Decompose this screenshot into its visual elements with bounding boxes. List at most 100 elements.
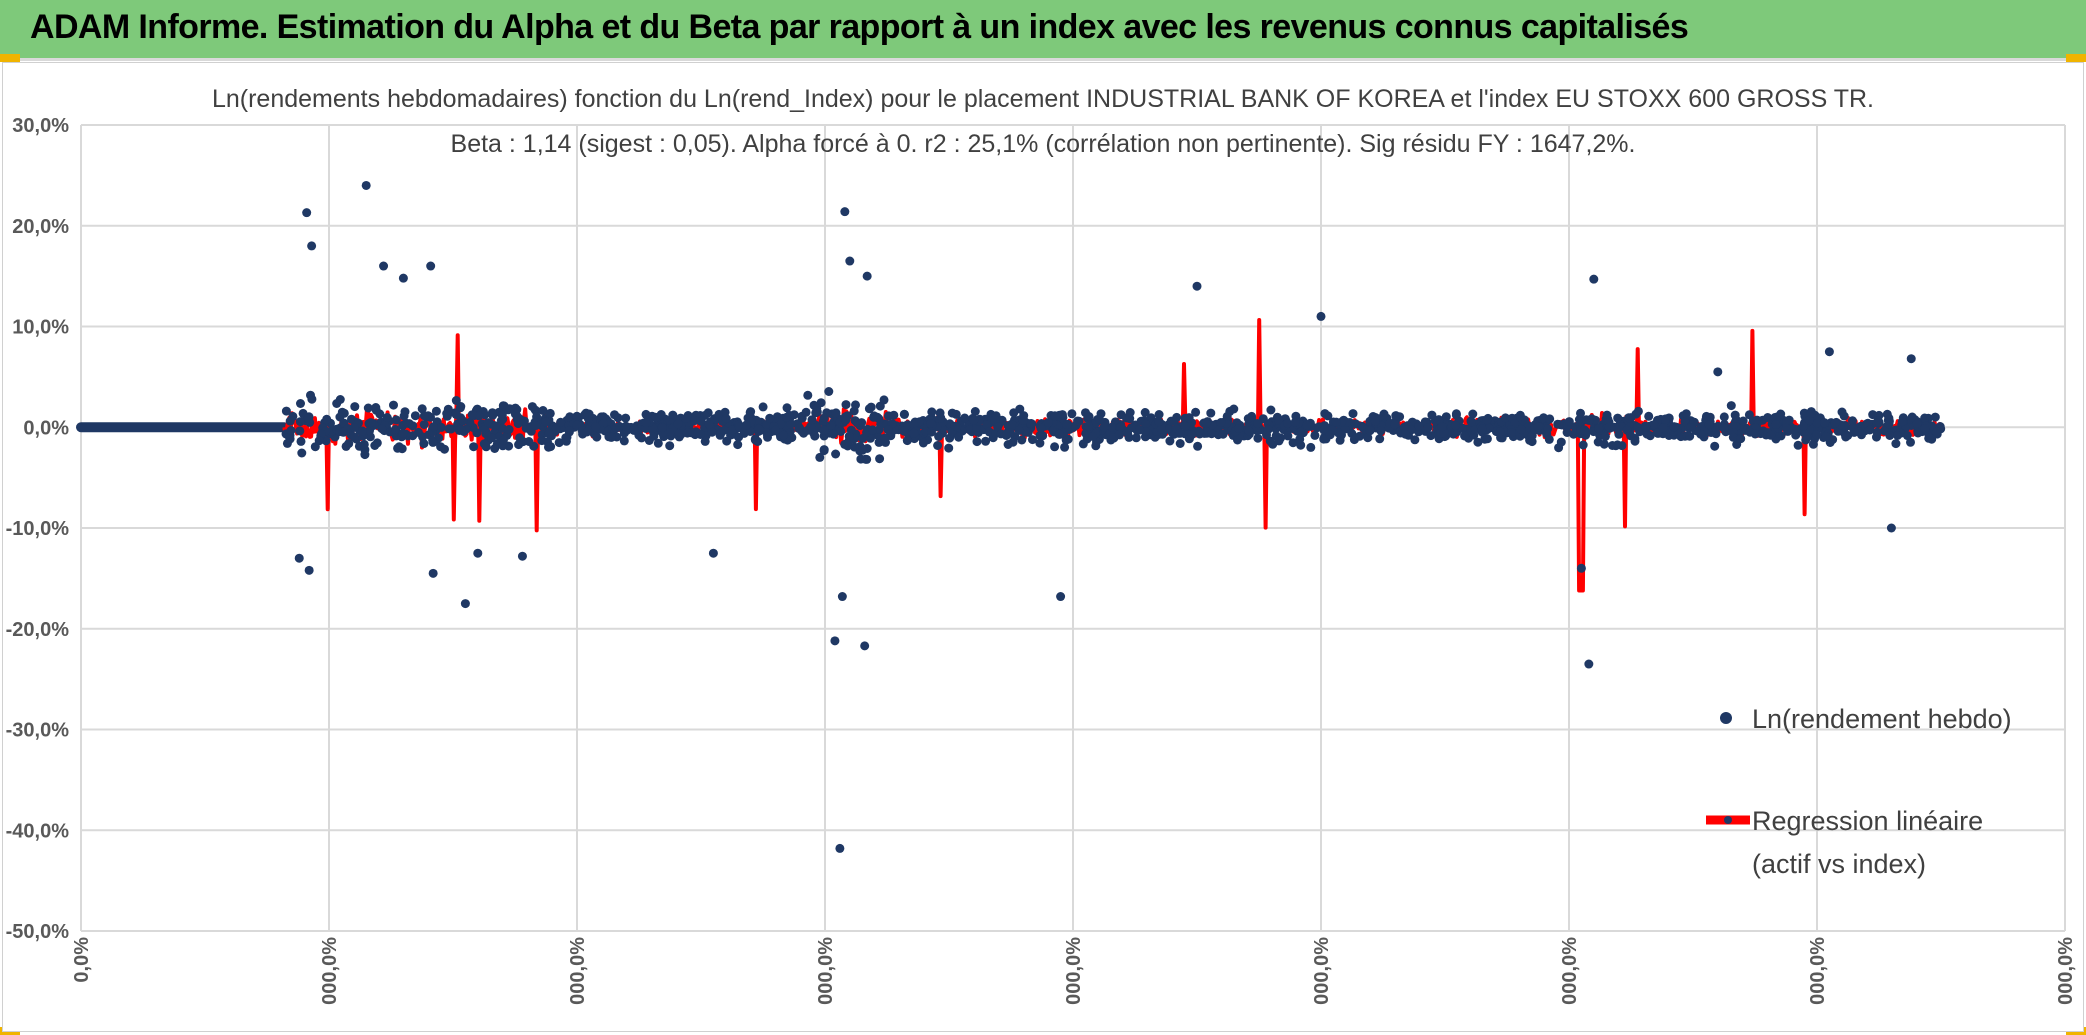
data-point bbox=[295, 417, 305, 427]
data-point bbox=[1175, 439, 1185, 448]
x-tick-label: 000,0% bbox=[2055, 937, 2077, 1005]
data-point bbox=[1686, 423, 1696, 432]
data-point bbox=[377, 424, 387, 434]
data-point bbox=[1913, 428, 1923, 438]
data-point bbox=[398, 420, 408, 430]
data-point bbox=[1902, 431, 1912, 440]
data-point bbox=[1841, 432, 1851, 442]
data-point bbox=[1050, 411, 1060, 421]
data-point bbox=[1886, 523, 1896, 533]
data-point bbox=[944, 443, 954, 453]
data-point bbox=[1302, 420, 1312, 430]
data-point bbox=[418, 432, 428, 442]
data-point bbox=[455, 403, 465, 413]
data-point bbox=[1897, 417, 1907, 427]
data-point bbox=[370, 441, 380, 450]
data-point bbox=[1073, 416, 1083, 426]
data-point bbox=[1610, 422, 1620, 432]
regression-layer bbox=[282, 318, 1942, 593]
data-point bbox=[1099, 422, 1109, 432]
data-point bbox=[810, 431, 820, 441]
data-point bbox=[498, 435, 508, 445]
data-point bbox=[1222, 411, 1232, 421]
data-point bbox=[497, 410, 507, 420]
data-point bbox=[296, 436, 306, 446]
data-point bbox=[819, 425, 829, 435]
data-point bbox=[408, 431, 418, 441]
data-point bbox=[837, 592, 847, 602]
data-point bbox=[801, 407, 811, 417]
data-point bbox=[794, 423, 804, 433]
data-point bbox=[1736, 434, 1746, 444]
data-point bbox=[1266, 405, 1276, 415]
data-point bbox=[828, 429, 838, 439]
data-point bbox=[460, 599, 470, 609]
data-point bbox=[690, 416, 700, 426]
data-point bbox=[1391, 411, 1401, 421]
data-point bbox=[1297, 427, 1307, 436]
data-point bbox=[296, 399, 305, 408]
data-point bbox=[1060, 442, 1070, 452]
data-point bbox=[883, 425, 893, 435]
data-point bbox=[1545, 414, 1555, 424]
data-point bbox=[1501, 413, 1510, 423]
data-point bbox=[831, 408, 841, 418]
data-point bbox=[927, 407, 937, 417]
data-point bbox=[716, 428, 726, 438]
data-point bbox=[1821, 432, 1831, 442]
data-point bbox=[1730, 410, 1740, 420]
data-point bbox=[515, 433, 525, 443]
data-point bbox=[580, 410, 590, 420]
data-point bbox=[1820, 418, 1830, 428]
data-point bbox=[1107, 422, 1117, 432]
data-point bbox=[1484, 423, 1494, 433]
data-point bbox=[1244, 426, 1254, 436]
data-point bbox=[657, 423, 667, 433]
data-point bbox=[1057, 410, 1067, 420]
data-point bbox=[1738, 416, 1748, 426]
data-point bbox=[1799, 421, 1808, 431]
data-point bbox=[1116, 422, 1125, 432]
data-point bbox=[1187, 430, 1197, 440]
data-point bbox=[1283, 418, 1292, 428]
data-point bbox=[295, 426, 305, 436]
data-point bbox=[556, 417, 566, 427]
legend: Ln(rendement hebdo) Regression linéaire … bbox=[1706, 704, 2012, 879]
data-point bbox=[361, 180, 371, 190]
data-point bbox=[458, 416, 468, 426]
data-point bbox=[1434, 415, 1444, 425]
data-point bbox=[951, 409, 961, 419]
data-point bbox=[673, 419, 683, 429]
data-point bbox=[733, 440, 743, 450]
legend-label-regression: Regression linéaire bbox=[1752, 806, 1983, 836]
data-point bbox=[426, 261, 436, 271]
data-point bbox=[400, 407, 410, 417]
data-point bbox=[410, 411, 420, 421]
data-point bbox=[531, 421, 541, 430]
tick-layer: 30,0% 20,0% 10,0% 0,0% -10,0% -20,0% -30,0% -40… bbox=[6, 115, 2077, 1005]
data-point bbox=[1884, 419, 1894, 429]
data-point bbox=[1719, 412, 1729, 422]
data-point bbox=[1562, 428, 1572, 437]
data-point bbox=[844, 431, 854, 441]
chart-subtitle: Beta : 1,14 (sigest : 0,05). Alpha forcé… bbox=[451, 130, 1636, 158]
data-point bbox=[1704, 420, 1714, 429]
data-point bbox=[467, 410, 477, 420]
data-point bbox=[840, 207, 850, 217]
data-point bbox=[641, 418, 651, 428]
data-point bbox=[1891, 439, 1901, 449]
data-point bbox=[1624, 413, 1634, 423]
data-point bbox=[824, 387, 834, 396]
data-point bbox=[1400, 429, 1410, 439]
data-point bbox=[1839, 411, 1849, 421]
data-point bbox=[1390, 419, 1400, 429]
data-point bbox=[656, 410, 666, 419]
data-point bbox=[1399, 422, 1409, 432]
data-point bbox=[490, 421, 500, 431]
data-point bbox=[428, 568, 438, 578]
data-point bbox=[1169, 416, 1179, 426]
data-point bbox=[1084, 421, 1094, 431]
y-tick-label: 20,0% bbox=[12, 216, 69, 238]
data-point bbox=[864, 404, 874, 414]
data-point bbox=[302, 208, 312, 218]
